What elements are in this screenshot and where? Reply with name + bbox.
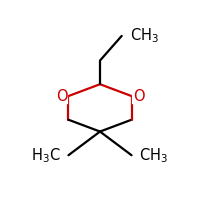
- Text: O: O: [133, 89, 144, 104]
- Text: H$_3$C: H$_3$C: [31, 146, 61, 165]
- Text: O: O: [56, 89, 67, 104]
- Text: CH$_3$: CH$_3$: [130, 27, 159, 45]
- Text: CH$_3$: CH$_3$: [139, 146, 168, 165]
